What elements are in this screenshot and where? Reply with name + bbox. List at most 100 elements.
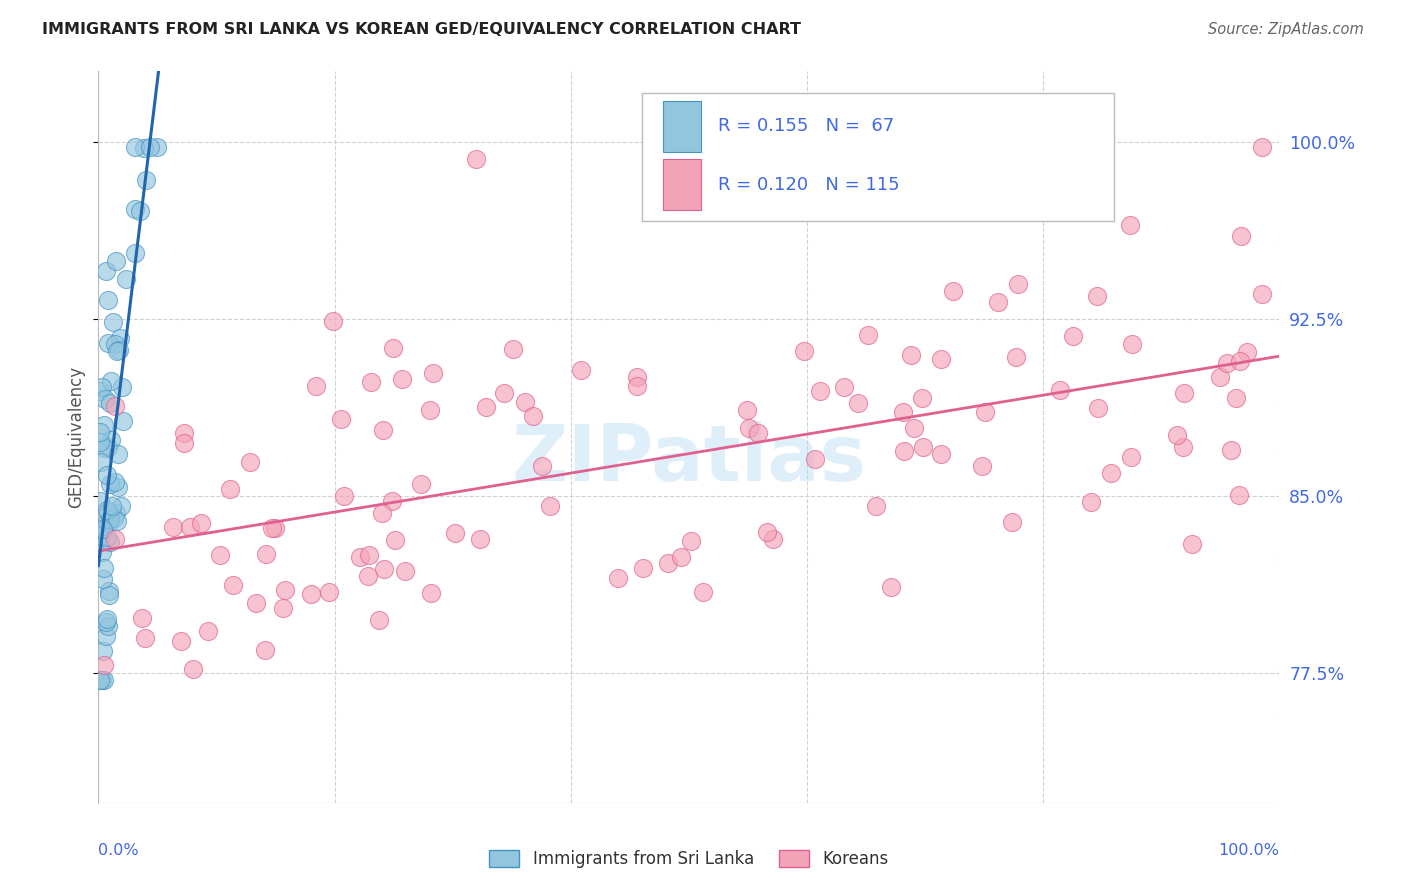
Point: [834, 380, 856, 394]
Point: [1001, 515, 1024, 529]
Point: [858, 328, 880, 343]
Point: [111, 380, 134, 394]
Point: [371, 506, 394, 520]
Point: [94, 392, 117, 406]
Point: [531, 458, 554, 473]
Point: [112, 414, 135, 428]
Point: [657, 556, 679, 570]
Point: [1101, 467, 1123, 481]
Point: [97, 335, 120, 350]
Point: [607, 571, 630, 585]
Point: [134, 631, 156, 645]
Point: [103, 532, 125, 546]
Point: [422, 366, 444, 380]
Point: [305, 378, 328, 392]
Point: [190, 516, 212, 530]
Point: [134, 141, 156, 155]
Point: [349, 550, 371, 565]
Point: [96, 611, 118, 625]
Point: [97, 441, 120, 455]
Point: [929, 352, 952, 367]
Point: [318, 584, 340, 599]
Point: [631, 561, 654, 575]
Point: [245, 596, 267, 610]
Point: [808, 384, 831, 398]
Point: [538, 500, 561, 514]
Point: [974, 405, 997, 419]
Text: IMMIGRANTS FROM SRI LANKA VS KOREAN GED/EQUIVALENCY CORRELATION CHART: IMMIGRANTS FROM SRI LANKA VS KOREAN GED/…: [42, 22, 801, 37]
Point: [104, 399, 127, 413]
Point: [494, 386, 516, 401]
Point: [104, 337, 127, 351]
Point: [893, 444, 915, 458]
Point: [94, 629, 117, 643]
Point: [94, 264, 117, 278]
Text: 100.0%: 100.0%: [1219, 843, 1279, 858]
Point: [89, 434, 111, 449]
Point: [381, 341, 404, 355]
Point: [91, 545, 114, 559]
Point: [1220, 442, 1243, 457]
Point: [332, 489, 354, 503]
Point: [865, 500, 887, 514]
Point: [124, 140, 146, 154]
Point: [262, 521, 284, 535]
Point: [253, 643, 276, 657]
Point: [101, 499, 124, 513]
Point: [135, 173, 157, 187]
Point: [419, 586, 441, 600]
Point: [98, 511, 121, 525]
Point: [97, 504, 120, 518]
Point: [97, 293, 120, 307]
Point: [97, 516, 120, 530]
Point: [89, 384, 111, 398]
Point: [1250, 140, 1272, 154]
Point: [128, 204, 150, 219]
Point: [626, 379, 648, 393]
Point: [502, 342, 524, 356]
Text: R = 0.155   N =  67: R = 0.155 N = 67: [718, 117, 894, 136]
Point: [96, 503, 118, 517]
Point: [96, 530, 118, 544]
Point: [107, 447, 129, 461]
Point: [93, 673, 115, 687]
Point: [793, 343, 815, 358]
Point: [89, 673, 111, 687]
Point: [1049, 383, 1071, 397]
Point: [900, 348, 922, 362]
Legend: Immigrants from Sri Lanka, Koreans: Immigrants from Sri Lanka, Koreans: [482, 843, 896, 875]
Point: [162, 520, 184, 534]
Point: [98, 477, 121, 491]
Point: [1062, 329, 1084, 343]
Point: [105, 254, 128, 268]
Point: [747, 426, 769, 441]
Point: [173, 435, 195, 450]
Point: [1236, 345, 1258, 359]
Point: [942, 284, 965, 298]
Point: [522, 409, 544, 424]
Point: [89, 673, 111, 687]
Point: [93, 572, 115, 586]
Point: [90, 529, 112, 543]
Point: [357, 548, 380, 562]
Point: [1216, 356, 1239, 370]
Point: [367, 613, 389, 627]
Point: [912, 441, 935, 455]
Point: [1166, 428, 1188, 442]
Point: [373, 562, 395, 576]
Point: [89, 425, 111, 439]
Point: [1087, 401, 1109, 415]
Point: [1227, 488, 1250, 502]
Point: [391, 371, 413, 385]
Point: [737, 421, 759, 435]
Text: 0.0%: 0.0%: [98, 843, 139, 858]
Point: [409, 477, 432, 491]
Point: [1173, 385, 1195, 400]
Point: [179, 520, 201, 534]
Point: [108, 331, 131, 345]
Point: [1171, 440, 1194, 454]
Point: [880, 580, 903, 594]
Point: [100, 433, 122, 447]
Point: [468, 532, 491, 546]
Point: [1208, 369, 1230, 384]
